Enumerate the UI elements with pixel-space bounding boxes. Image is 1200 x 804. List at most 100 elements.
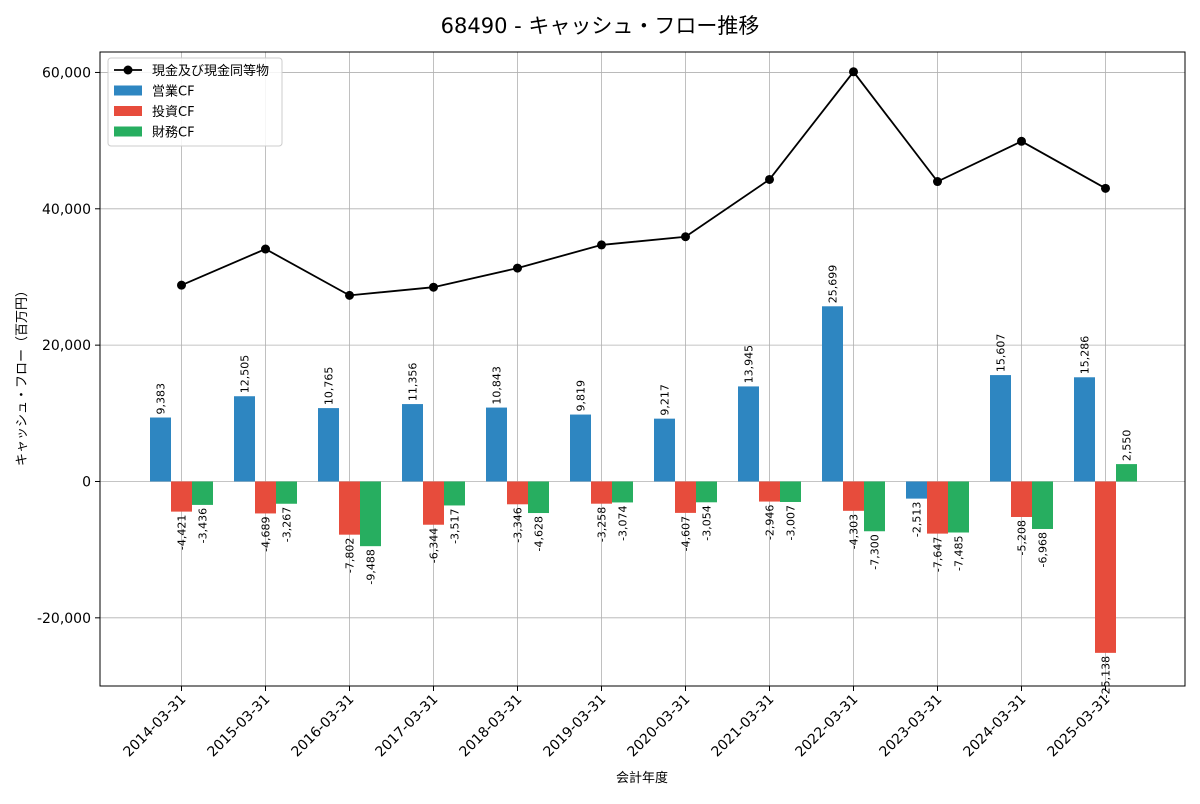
grid-layer: [100, 52, 1185, 686]
line-point: [681, 232, 690, 242]
bar-投資CF: [507, 481, 528, 505]
data-label: -6,344: [428, 528, 441, 563]
data-label: -3,436: [197, 508, 210, 543]
data-label: -3,007: [785, 505, 798, 540]
bar-財務CF: [1032, 481, 1053, 529]
bar-財務CF: [528, 481, 549, 514]
bar-営業CF: [1074, 377, 1095, 482]
bar-営業CF: [990, 375, 1011, 482]
data-label: 13,945: [743, 345, 756, 384]
legend-label: 現金及び現金同等物: [152, 63, 269, 79]
data-label: -7,647: [932, 537, 945, 572]
axes-layer: -20,000 0 20,000 40,000 60,000 2014-03-31 2015…: [37, 65, 1113, 760]
bar-営業CF: [402, 404, 423, 482]
x-tick-label: 2022-03-31: [792, 692, 861, 761]
data-label: -4,689: [260, 516, 273, 551]
labels-layer: 9,383 12,505 10,765 11,356 10,843 9,819 9,217 1…: [155, 265, 1134, 699]
legend-marker: [123, 65, 133, 75]
bar-営業CF: [570, 414, 591, 482]
line-point: [849, 67, 858, 77]
line-point: [1017, 136, 1026, 146]
bar-財務CF: [192, 481, 213, 505]
y-tick-label: 0: [82, 474, 91, 490]
bar-投資CF: [591, 481, 612, 504]
bar-財務CF: [780, 481, 801, 502]
data-label: -3,517: [449, 508, 462, 543]
x-tick-label: 2021-03-31: [708, 692, 777, 761]
chart-title: 68490 - キャッシュ・フロー推移: [441, 14, 760, 38]
data-label: -5,208: [1016, 520, 1029, 555]
bar-財務CF: [276, 481, 297, 504]
legend-label: 投資CF: [152, 104, 195, 120]
bar-営業CF: [318, 408, 339, 482]
legend-label: 財務CF: [152, 126, 195, 141]
x-tick-label: 2020-03-31: [624, 692, 693, 761]
plot-frame: [99, 51, 1186, 687]
data-label: 15,286: [1079, 336, 1092, 375]
line-point: [261, 244, 270, 254]
bar-営業CF: [738, 386, 759, 482]
data-label: -4,303: [848, 514, 861, 549]
bar-投資CF: [675, 481, 696, 513]
line-point: [597, 240, 606, 250]
bar-財務CF: [696, 481, 717, 503]
x-tick-label: 2016-03-31: [288, 692, 357, 761]
line-point: [513, 263, 522, 273]
data-label: 25,699: [827, 265, 840, 304]
legend-swatch: [114, 85, 142, 96]
data-label: 10,843: [491, 366, 504, 405]
line-point: [765, 174, 774, 184]
x-tick-label: 2025-03-31: [1044, 692, 1113, 761]
x-tick-label: 2023-03-31: [876, 692, 945, 761]
data-label: 10,765: [323, 367, 336, 406]
line-layer: [177, 67, 1110, 300]
data-label: -3,346: [512, 507, 525, 542]
data-label: -4,607: [680, 516, 693, 551]
data-label: -6,968: [1037, 532, 1050, 567]
data-label: -4,421: [176, 515, 189, 550]
bar-営業CF: [822, 306, 843, 482]
bar-営業CF: [654, 418, 675, 482]
bar-投資CF: [927, 481, 948, 534]
x-tick-label: 2017-03-31: [372, 692, 441, 761]
x-tick-label: 2018-03-31: [456, 692, 525, 761]
x-tick-label: 2014-03-31: [120, 692, 189, 761]
bar-営業CF: [234, 396, 255, 482]
x-tick-label: 2015-03-31: [204, 692, 273, 761]
data-label: -3,054: [701, 505, 714, 540]
bar-投資CF: [423, 481, 444, 525]
bar-投資CF: [843, 481, 864, 511]
bar-投資CF: [1095, 481, 1116, 653]
legend-swatch: [114, 106, 142, 116]
data-label: 11,356: [407, 363, 420, 402]
bar-投資CF: [255, 481, 276, 514]
data-label: -7,300: [869, 534, 882, 569]
data-label: 9,383: [155, 383, 168, 415]
bar-財務CF: [444, 481, 465, 506]
bar-営業CF: [150, 417, 171, 482]
data-label: -25,138: [1100, 656, 1113, 698]
line-現金及び現金同等物: [181, 70, 1106, 297]
y-axis-label: キャッシュ・フロー（百万円）: [15, 284, 30, 466]
bar-営業CF: [486, 407, 507, 482]
data-label: 2,550: [1121, 430, 1134, 462]
bar-投資CF: [171, 481, 192, 512]
x-axis-label: 会計年度: [616, 770, 668, 786]
bar-投資CF: [1011, 481, 1032, 517]
bars-layer: [150, 306, 1137, 653]
legend-label: 営業CF: [152, 84, 195, 100]
data-label: -3,258: [596, 507, 609, 542]
line-point: [933, 177, 942, 187]
data-label: -4,628: [533, 516, 546, 551]
data-label: 9,819: [575, 380, 588, 412]
y-tick-label: 40,000: [42, 202, 91, 218]
bar-財務CF: [1116, 464, 1137, 482]
bar-投資CF: [339, 481, 360, 535]
data-label: -3,267: [281, 507, 294, 542]
y-tick-label: 20,000: [42, 338, 91, 354]
bar-財務CF: [360, 481, 381, 547]
bar-投資CF: [759, 481, 780, 502]
bar-営業CF: [906, 481, 927, 499]
